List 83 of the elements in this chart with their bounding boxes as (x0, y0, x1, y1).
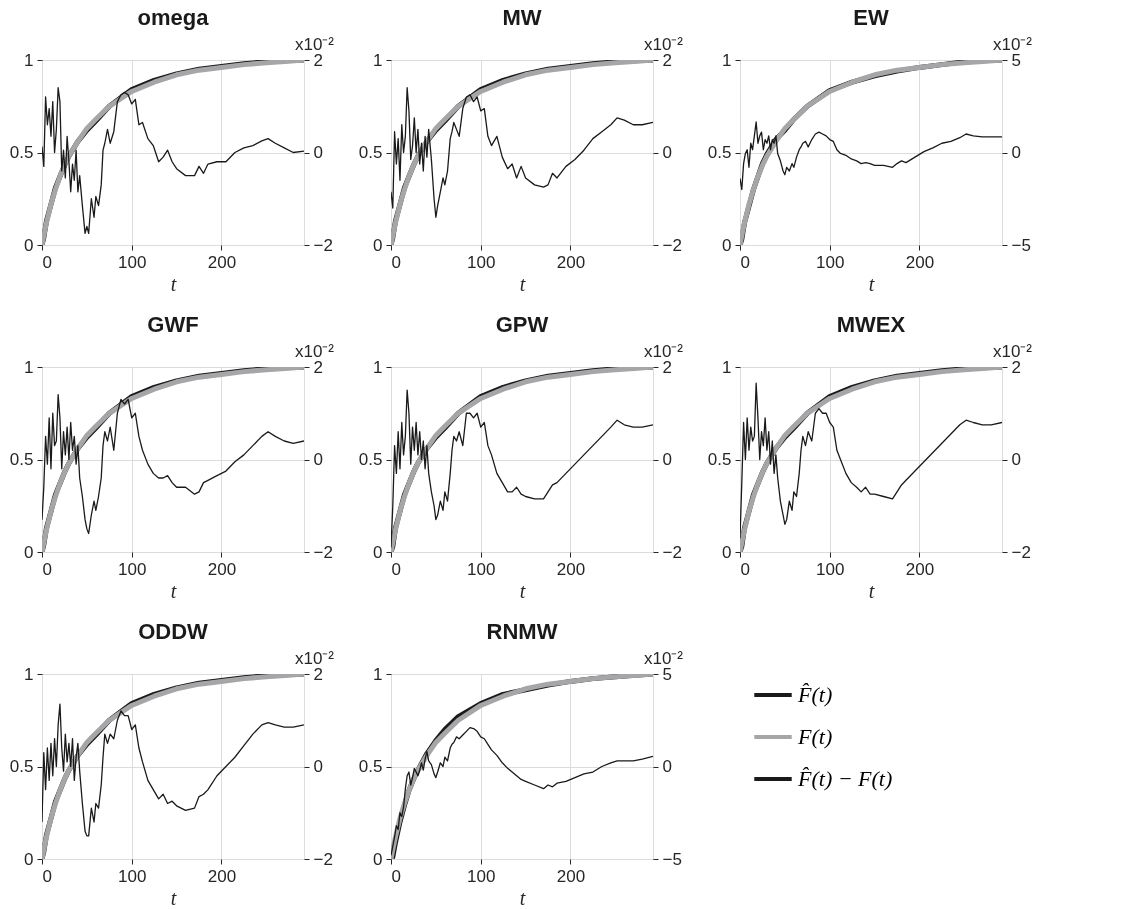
y-tick-label: 1 (24, 664, 34, 684)
y-tick-label: 0.5 (358, 143, 383, 162)
y-tick-label: 0 (24, 235, 34, 255)
x-tick-label: 100 (118, 866, 147, 886)
y-tick-label: 0.5 (358, 757, 383, 776)
y-tick-label: 0 (722, 542, 732, 562)
y-tick-label: 0 (24, 849, 34, 869)
chart-title: RNMW (486, 619, 558, 644)
y2-tick-label: 0 (313, 757, 323, 776)
chart-title: MWEX (836, 312, 906, 337)
x-tick-label: 100 (816, 559, 845, 579)
x-tick-label: 0 (391, 866, 401, 886)
y2-tick-label: −2 (313, 235, 333, 255)
x-tick-label: 100 (467, 252, 496, 272)
x-tick-label: 200 (905, 559, 935, 579)
y-tick-label: 1 (722, 357, 732, 377)
x-axis-title: t (170, 886, 177, 909)
x-tick-label: 0 (391, 252, 401, 272)
x-tick-label: 0 (42, 252, 52, 272)
x-tick-label: 200 (556, 866, 586, 886)
y2-tick-label: 0 (313, 143, 323, 162)
y-tick-label: 1 (24, 50, 34, 70)
y-tick-label: 0 (373, 849, 383, 869)
x-tick-label: 200 (207, 252, 237, 272)
chart-title: GWF (147, 312, 199, 337)
x-tick-label: 200 (556, 252, 586, 272)
y2-tick-label: 0 (662, 450, 672, 469)
y-tick-label: 0.5 (707, 143, 732, 162)
y-tick-label: 0.5 (9, 143, 34, 162)
y-tick-label: 0.5 (358, 450, 383, 469)
y2-tick-label: 0 (1011, 450, 1021, 469)
y2-tick-label: −2 (1011, 542, 1031, 562)
x-axis-title: t (170, 579, 177, 602)
legend-label: F(t) (797, 724, 833, 749)
x-tick-label: 100 (118, 559, 147, 579)
x-tick-label: 200 (556, 559, 586, 579)
y2-tick-label: 0 (662, 757, 672, 776)
chart-title: GPW (495, 312, 549, 337)
y-tick-label: 0 (373, 235, 383, 255)
y-tick-label: 1 (373, 664, 383, 684)
x-axis-title: t (868, 579, 875, 602)
x-tick-label: 0 (740, 559, 750, 579)
x-tick-label: 0 (42, 866, 52, 886)
x-axis-title: t (868, 272, 875, 295)
chart-title: EW (853, 5, 889, 30)
x-tick-label: 0 (391, 559, 401, 579)
y-tick-label: 0.5 (707, 450, 732, 469)
x-axis-title: t (519, 886, 526, 909)
y-tick-label: 0.5 (9, 450, 34, 469)
y-tick-label: 0 (722, 235, 732, 255)
chart-title: ODDW (138, 619, 209, 644)
x-tick-label: 200 (207, 559, 237, 579)
y2-tick-label: −2 (313, 542, 333, 562)
legend-label: F̂(t) − F(t) (797, 766, 893, 791)
x-tick-label: 200 (207, 866, 237, 886)
y2-tick-label: −2 (313, 849, 333, 869)
x-axis-title: t (519, 579, 526, 602)
y2-tick-label: −2 (662, 542, 682, 562)
y2-tick-label: −2 (662, 235, 682, 255)
y2-tick-label: 0 (662, 143, 672, 162)
x-tick-label: 0 (42, 559, 52, 579)
x-tick-label: 0 (740, 252, 750, 272)
y-tick-label: 1 (373, 50, 383, 70)
x-tick-label: 100 (816, 252, 845, 272)
y-tick-label: 0 (24, 542, 34, 562)
y2-tick-label: 0 (1011, 143, 1021, 162)
y2-tick-label: −5 (662, 849, 682, 869)
x-axis-title: t (519, 272, 526, 295)
y-tick-label: 1 (24, 357, 34, 377)
y2-tick-label: −5 (1011, 235, 1031, 255)
x-tick-label: 100 (118, 252, 147, 272)
x-tick-label: 200 (905, 252, 935, 272)
y-tick-label: 0 (373, 542, 383, 562)
chart-title: omega (137, 5, 210, 30)
x-tick-label: 100 (467, 866, 496, 886)
x-axis-title: t (170, 272, 177, 295)
y-tick-label: 0.5 (9, 757, 34, 776)
y-tick-label: 1 (722, 50, 732, 70)
chart-title: MW (502, 5, 542, 30)
x-tick-label: 100 (467, 559, 496, 579)
y2-tick-label: 0 (313, 450, 323, 469)
y-tick-label: 1 (373, 357, 383, 377)
legend-label: F̂(t) (797, 682, 833, 707)
